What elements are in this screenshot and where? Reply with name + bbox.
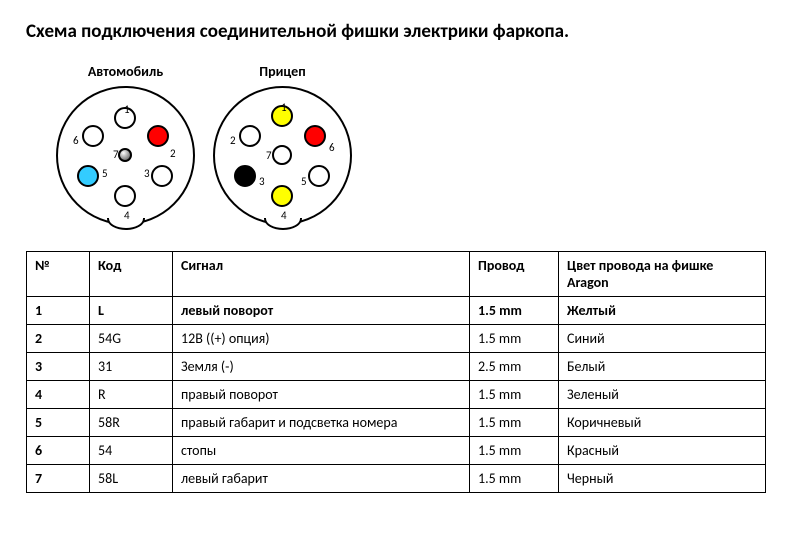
table-cell: правый габарит и подсветка номера — [173, 409, 470, 437]
table-cell: Желтый — [559, 297, 766, 325]
connector-disc: 1627534 — [56, 86, 195, 225]
pin-number: 6 — [73, 135, 79, 146]
table-cell: 2 — [27, 325, 90, 353]
table-cell: 7 — [27, 465, 90, 493]
table-cell: 2.5 mm — [470, 353, 559, 381]
table-cell: 1.5 mm — [470, 381, 559, 409]
table-cell: Черный — [559, 465, 766, 493]
pin-number: 1 — [124, 104, 130, 115]
table-header: Код — [90, 252, 173, 297]
table-cell: R — [90, 381, 173, 409]
table-row: 331Земля (-)2.5 mmБелый — [27, 353, 766, 381]
pin-number: 5 — [102, 168, 108, 179]
table-cell: Коричневый — [559, 409, 766, 437]
table-cell: левый поворот — [173, 297, 470, 325]
pin-number: 5 — [301, 176, 307, 187]
table-header: Сигнал — [173, 252, 470, 297]
table-cell: 1.5 mm — [470, 465, 559, 493]
table-cell: 54G — [90, 325, 173, 353]
connector-disc: 1267354 — [213, 86, 352, 225]
pin-6: 6 — [304, 125, 326, 147]
table-row: 254G12В ((+) опция)1.5 mmСиний — [27, 325, 766, 353]
table-cell: 4 — [27, 381, 90, 409]
connector-label: Прицеп — [259, 63, 305, 80]
pin-2: 2 — [239, 125, 261, 147]
table-cell: Красный — [559, 437, 766, 465]
table-cell: 54 — [90, 437, 173, 465]
table-cell: 1.5 mm — [470, 325, 559, 353]
table-cell: 1 — [27, 297, 90, 325]
table-cell: левый габарит — [173, 465, 470, 493]
table-cell: 1.5 mm — [470, 409, 559, 437]
table-header: Цвет провода на фишке Aragon — [559, 252, 766, 297]
table-cell: правый поворот — [173, 381, 470, 409]
table-cell: 58L — [90, 465, 173, 493]
pin-3: 3 — [151, 165, 173, 187]
pin-number: 7 — [266, 150, 272, 161]
pin-4: 4 — [114, 185, 136, 207]
connector-trailer: Прицеп1267354 — [213, 63, 352, 225]
pin-5: 5 — [77, 165, 99, 187]
pin-1: 1 — [114, 107, 136, 129]
table-row: 558Rправый габарит и подсветка номера1.5… — [27, 409, 766, 437]
table-cell: 5 — [27, 409, 90, 437]
pin-number: 2 — [170, 148, 176, 159]
table-header: Провод — [470, 252, 559, 297]
table-cell: 58R — [90, 409, 173, 437]
pin-2: 2 — [147, 125, 169, 147]
table-row: 654стопы1.5 mmКрасный — [27, 437, 766, 465]
pin-number: 3 — [144, 168, 150, 179]
pin-1: 1 — [271, 105, 293, 127]
table-row: 1Lлевый поворот1.5 mmЖелтый — [27, 297, 766, 325]
pin-3: 3 — [234, 165, 256, 187]
table-cell: Зеленый — [559, 381, 766, 409]
table-cell: Белый — [559, 353, 766, 381]
pin-number: 4 — [124, 210, 130, 221]
table-cell: 12В ((+) опция) — [173, 325, 470, 353]
pin-number: 3 — [259, 176, 265, 187]
wiring-table: №КодСигналПроводЦвет провода на фишке Ar… — [26, 251, 766, 493]
table-cell: 6 — [27, 437, 90, 465]
connector-label: Автомобиль — [88, 63, 163, 80]
table-cell: 31 — [90, 353, 173, 381]
table-header: № — [27, 252, 90, 297]
pin-number: 1 — [281, 102, 287, 113]
table-cell: 1.5 mm — [470, 297, 559, 325]
table-row: 758Lлевый габарит1.5 mmЧерный — [27, 465, 766, 493]
table-cell: 3 — [27, 353, 90, 381]
pin-6: 6 — [82, 125, 104, 147]
table-cell: 1.5 mm — [470, 437, 559, 465]
table-cell: стопы — [173, 437, 470, 465]
pin-4: 4 — [271, 185, 293, 207]
pin-5: 5 — [308, 165, 330, 187]
table-cell: Земля (-) — [173, 353, 470, 381]
table-row: 4Rправый поворот1.5 mmЗеленый — [27, 381, 766, 409]
pin-number: 2 — [230, 135, 236, 146]
pin-7: 7 — [272, 145, 292, 165]
table-cell: L — [90, 297, 173, 325]
connector-car: Автомобиль1627534 — [56, 63, 195, 225]
table-cell: Синий — [559, 325, 766, 353]
connectors-row: Автомобиль1627534Прицеп1267354 — [56, 63, 774, 225]
pin-number: 4 — [281, 210, 287, 221]
pin-7: 7 — [118, 148, 132, 162]
pin-number: 6 — [329, 142, 335, 153]
pin-number: 7 — [113, 149, 119, 160]
page-title: Схема подключения соединительной фишки э… — [26, 20, 774, 43]
